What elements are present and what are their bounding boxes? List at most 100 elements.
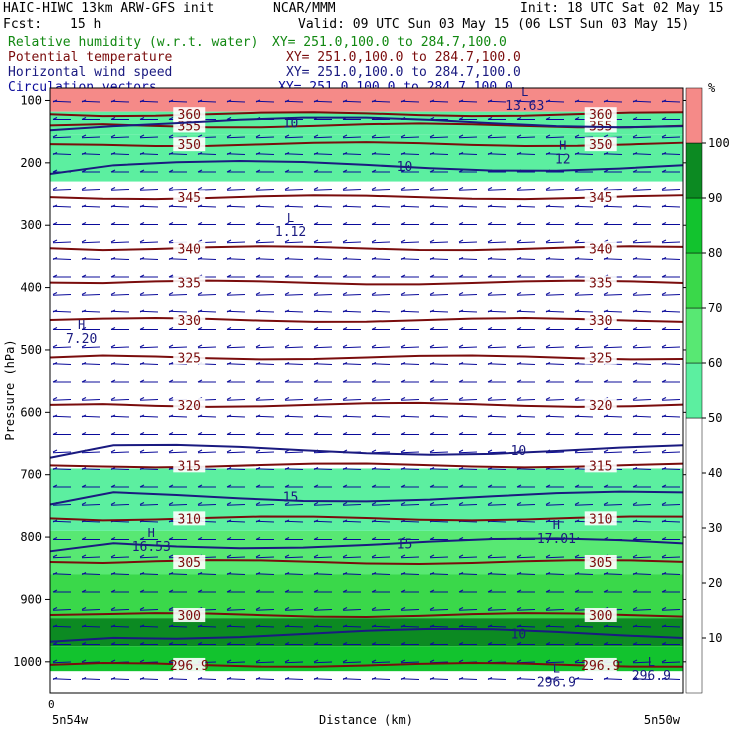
- wind-vector: [52, 537, 71, 540]
- wind-vector: [226, 659, 246, 664]
- colorbar-unit: %: [708, 81, 716, 95]
- wind-vector: [574, 99, 594, 103]
- wind-vector: [168, 624, 188, 628]
- extremum-kind: H: [148, 526, 155, 540]
- colorbar-tick-label: 20: [708, 576, 722, 590]
- wind-vector: [110, 274, 129, 278]
- wind-vector: [458, 239, 478, 244]
- wind-vector: [110, 239, 130, 244]
- wind-vector: [632, 624, 652, 628]
- wind-vector: [110, 397, 130, 401]
- wind-vector: [516, 257, 536, 260]
- wind-vector: [313, 239, 333, 244]
- wind-vector: [603, 449, 623, 454]
- wind-vector: [81, 274, 100, 278]
- wind-vector: [545, 99, 565, 103]
- wind-vector: [487, 152, 507, 155]
- wind-contour-label: 10: [397, 160, 413, 175]
- y-tick-label: 600: [20, 405, 42, 419]
- wind-vector: [226, 99, 246, 103]
- wind-vector: [255, 554, 275, 559]
- wind-vector: [110, 379, 129, 383]
- wind-vector: [81, 502, 101, 506]
- wind-vector: [545, 397, 565, 401]
- wind-vector: [139, 589, 158, 593]
- wind-vector: [400, 292, 420, 296]
- theta-contour-label: 300: [589, 609, 612, 624]
- wind-vector: [81, 414, 101, 418]
- theta-contour-label: 320: [589, 399, 612, 414]
- wind-vector: [661, 449, 681, 454]
- wind-vector: [110, 362, 130, 365]
- wind-vector: [284, 152, 304, 155]
- wind-vector: [284, 169, 303, 173]
- wind-vector: [487, 502, 507, 506]
- wind-vector: [284, 257, 304, 260]
- wind-vector: [371, 379, 390, 383]
- colorbar-band: [685, 252, 703, 309]
- wind-vector: [458, 222, 477, 225]
- wind-vector: [255, 274, 274, 278]
- wind-vector: [632, 554, 652, 559]
- wind-vector: [400, 502, 420, 506]
- wind-vector: [255, 187, 275, 191]
- wind-vector: [545, 414, 565, 418]
- wind-vector: [429, 187, 449, 191]
- field-theta-xy: XY= 251.0,100.0 to 284.7,100.0: [286, 50, 521, 65]
- wind-vector: [139, 257, 159, 260]
- wind-vector: [458, 502, 478, 506]
- theta-contour-line: [49, 245, 684, 252]
- theta-contour-line: [49, 279, 684, 286]
- extremum-kind: H: [559, 139, 566, 153]
- wind-vector: [313, 607, 333, 611]
- theta-contour-line: [49, 515, 684, 522]
- wind-vector: [197, 99, 217, 103]
- wind-vector: [574, 572, 594, 575]
- wind-vector: [255, 502, 275, 506]
- theta-contour-label: 320: [178, 399, 201, 414]
- wind-vector: [110, 134, 130, 139]
- wind-vector: [284, 327, 303, 330]
- wind-vector: [371, 99, 391, 103]
- wind-vector: [371, 169, 390, 173]
- wind-vector: [661, 397, 681, 401]
- wind-vector: [458, 414, 478, 418]
- colorbar-tick-label: 10: [708, 631, 722, 645]
- wind-vector: [632, 659, 652, 664]
- wind-vector: [603, 432, 622, 435]
- wind-vector: [139, 449, 159, 454]
- wind-vector: [284, 134, 304, 139]
- wind-vector: [458, 677, 478, 680]
- wind-vector: [110, 99, 130, 103]
- x-start-label: 5n54w: [52, 713, 89, 727]
- wind-vector: [197, 344, 217, 349]
- wind-vector: [81, 327, 100, 330]
- wind-vector: [197, 677, 217, 680]
- theta-contour-line: [49, 661, 684, 668]
- wind-vector: [661, 379, 680, 383]
- colorbar-tick-label: 80: [708, 246, 722, 260]
- wind-vector: [632, 204, 652, 208]
- wind-vector: [545, 204, 565, 208]
- wind-vector: [139, 677, 159, 680]
- wind-vector: [255, 572, 275, 575]
- wind-vector: [574, 642, 593, 645]
- wind-vector: [110, 624, 130, 628]
- wind-vector: [545, 327, 564, 330]
- wind-vector: [661, 257, 681, 260]
- field-wind-name: Horizontal wind speed: [8, 65, 173, 80]
- wind-vector: [342, 677, 362, 680]
- wind-vector: [226, 642, 245, 645]
- wind-vector: [81, 677, 101, 680]
- wind-vector: [342, 292, 362, 296]
- colorbar-tick-label: 100: [708, 136, 730, 150]
- wind-vector: [197, 589, 216, 593]
- wind-vector: [342, 99, 362, 103]
- wind-vector: [603, 572, 623, 575]
- wind-vector: [313, 502, 333, 506]
- theta-contour-label: 345: [178, 191, 201, 206]
- wind-vector: [400, 379, 419, 383]
- wind-vector: [255, 134, 275, 139]
- wind-vector: [487, 432, 506, 435]
- theta-contour-label: 350: [178, 138, 201, 153]
